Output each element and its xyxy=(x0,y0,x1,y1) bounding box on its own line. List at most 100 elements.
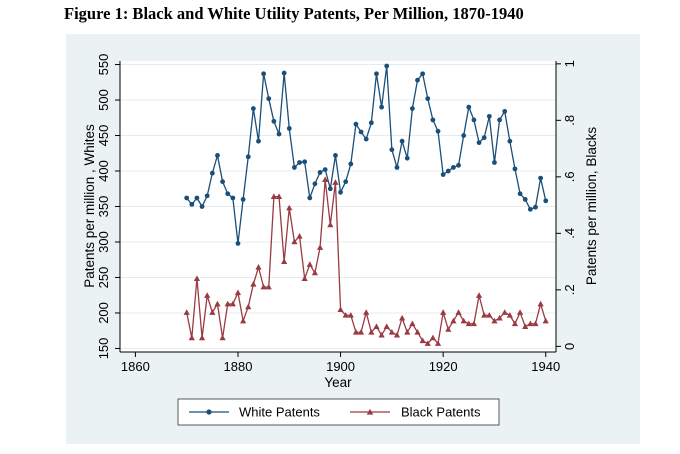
black-patents-point xyxy=(250,280,257,287)
white-patents-point xyxy=(517,191,523,197)
black-patents-point xyxy=(419,337,426,344)
white-patents-point xyxy=(538,175,544,181)
y-left-tick-label: 300 xyxy=(96,231,111,253)
white-patents-point xyxy=(415,77,420,83)
white-patents-point xyxy=(389,147,395,153)
white-patents-point xyxy=(481,135,487,141)
x-tick-label: 1860 xyxy=(121,359,150,374)
black-patents-point xyxy=(306,261,313,267)
black-patents-point xyxy=(352,329,360,335)
white-patents-point xyxy=(322,167,328,172)
white-patents-point xyxy=(445,168,451,174)
white-patents-point xyxy=(215,153,220,158)
black-patents-point xyxy=(291,238,298,245)
black-patents-point xyxy=(373,323,380,329)
white-patents-point xyxy=(302,159,308,165)
black-patents-point xyxy=(322,176,329,183)
white-patents-point xyxy=(271,118,277,124)
black-patents-point xyxy=(337,306,344,313)
white-patents-point xyxy=(353,121,359,127)
white-patents-point xyxy=(533,204,538,210)
y-axis-left-label: Patents per million , Whites xyxy=(82,124,97,288)
white-patents-point xyxy=(420,71,426,77)
white-patents-point xyxy=(184,195,190,201)
y-right-axis-ticks: 0 .2 .4 .6 .8 1 xyxy=(556,60,577,350)
black-patents-point xyxy=(450,317,457,324)
white-patents-point xyxy=(333,153,338,158)
white-patents-point xyxy=(317,170,323,175)
black-patents-point xyxy=(522,323,529,329)
black-patents-point xyxy=(327,221,334,228)
white-patents-point xyxy=(492,160,497,165)
x-axis-label: Year xyxy=(324,375,352,390)
black-patents-point xyxy=(234,289,242,296)
white-patents-point xyxy=(240,197,246,202)
white-patents-point xyxy=(374,71,379,77)
y-left-tick-label: 350 xyxy=(96,196,111,218)
y-left-tick-label: 550 xyxy=(96,54,111,76)
legend-marker-black xyxy=(366,408,374,415)
black-patents-point xyxy=(183,309,190,315)
black-patents-point xyxy=(455,309,462,315)
black-patents-point xyxy=(209,309,216,315)
white-patents-point xyxy=(312,181,318,187)
black-patents-point xyxy=(198,334,206,341)
y-left-tick-label: 200 xyxy=(96,302,111,324)
white-patents-point xyxy=(394,165,400,170)
black-patents-point xyxy=(193,275,201,281)
white-patents-point xyxy=(471,117,477,123)
black-patents-point xyxy=(342,312,349,318)
white-patents-point xyxy=(497,117,502,123)
black-patents-point xyxy=(224,300,231,307)
white-patents-point xyxy=(435,128,441,134)
black-patents-point xyxy=(481,312,488,318)
black-patents-point xyxy=(204,292,211,298)
black-patents-point xyxy=(281,258,288,264)
black-patents-point xyxy=(286,204,293,211)
white-patents-point xyxy=(297,160,302,165)
white-patents-point xyxy=(409,106,415,111)
white-patents-point xyxy=(276,131,282,137)
white-patents-series xyxy=(184,63,549,246)
y-left-tick-label: 150 xyxy=(96,338,111,360)
white-patents-point xyxy=(256,138,261,144)
white-patents-point xyxy=(230,195,236,201)
white-patents-point xyxy=(204,193,210,199)
white-patents-point xyxy=(194,195,200,201)
white-patents-point xyxy=(235,241,241,246)
black-patents-point xyxy=(414,329,421,335)
y-right-tick-label: .4 xyxy=(562,228,577,239)
black-patents-point xyxy=(475,292,483,298)
white-patents-point xyxy=(358,129,364,135)
black-patents-point xyxy=(368,329,375,335)
white-patents-point xyxy=(399,138,405,144)
black-patents-point xyxy=(275,193,283,200)
legend-box xyxy=(177,398,500,426)
white-patents-point xyxy=(379,104,384,110)
black-patents-point xyxy=(229,300,236,307)
black-patents-point xyxy=(537,300,544,307)
y-right-tick-label: 0 xyxy=(562,343,577,350)
white-patents-point xyxy=(404,155,410,161)
black-patents-point xyxy=(265,283,272,290)
black-patents-point xyxy=(486,312,493,318)
white-patents-point xyxy=(502,108,508,114)
white-patents-point xyxy=(209,170,215,176)
white-patents-point xyxy=(451,165,456,170)
black-patents-point xyxy=(347,312,354,318)
black-patents-point xyxy=(383,323,390,329)
white-patents-point xyxy=(327,186,333,192)
legend-marker-white xyxy=(206,409,212,415)
white-patents-point xyxy=(261,71,267,77)
black-patents-point xyxy=(219,334,226,341)
black-patents-point xyxy=(429,334,436,341)
white-patents-point xyxy=(281,70,287,76)
y-axis-right-label: Patents per million, Blacks xyxy=(584,127,599,286)
y-left-tick-label: 450 xyxy=(96,125,111,147)
legend-label-white: White Patents xyxy=(239,405,320,420)
y-right-tick-label: 1 xyxy=(562,60,577,67)
black-patents-point xyxy=(460,317,467,324)
white-patents-point xyxy=(486,113,492,119)
white-patents-point xyxy=(250,106,256,111)
white-patents-point xyxy=(225,191,231,197)
